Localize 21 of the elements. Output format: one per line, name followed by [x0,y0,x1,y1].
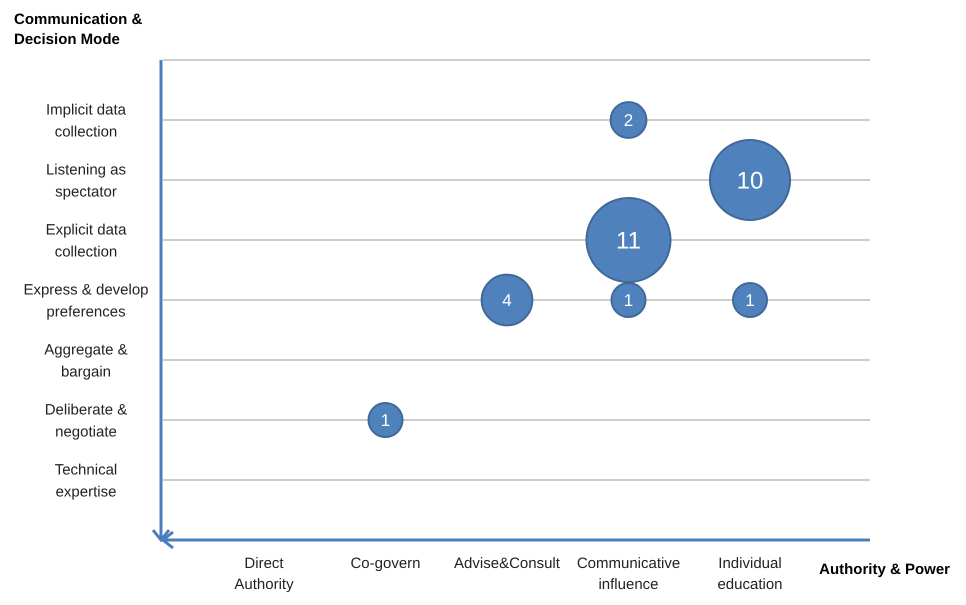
x-tick-label: Individual education [717,555,783,593]
y-axis-title: Communication & Decision Mode [14,11,142,48]
data-label: 10 [736,167,764,194]
y-tick-label: Listening as spectator [46,161,126,200]
data-label: 1 [624,290,634,310]
y-tick-label: Implicit data collection [46,101,127,140]
data-label: 2 [624,110,634,130]
x-axis-title: Authority & Power [819,561,950,578]
y-tick-label: Technical expertise [54,461,118,500]
y-tick-label: Deliberate & negotiate [44,401,128,440]
x-tick-label: Direct Authority [234,555,294,593]
y-tick-label: Express & develop preferences [23,281,149,320]
x-tick-label: Communicative influence [576,555,680,593]
data-label: 11 [616,227,641,254]
data-label: 1 [380,410,390,430]
y-tick-label: Explicit data collection [46,221,128,260]
data-label: 1 [745,290,755,310]
x-tick-label: Co-govern [350,555,421,572]
y-tick-label: Aggregate & bargain [44,341,128,380]
x-tick-label: Advise&Consult [454,555,561,572]
data-label: 4 [502,290,512,310]
